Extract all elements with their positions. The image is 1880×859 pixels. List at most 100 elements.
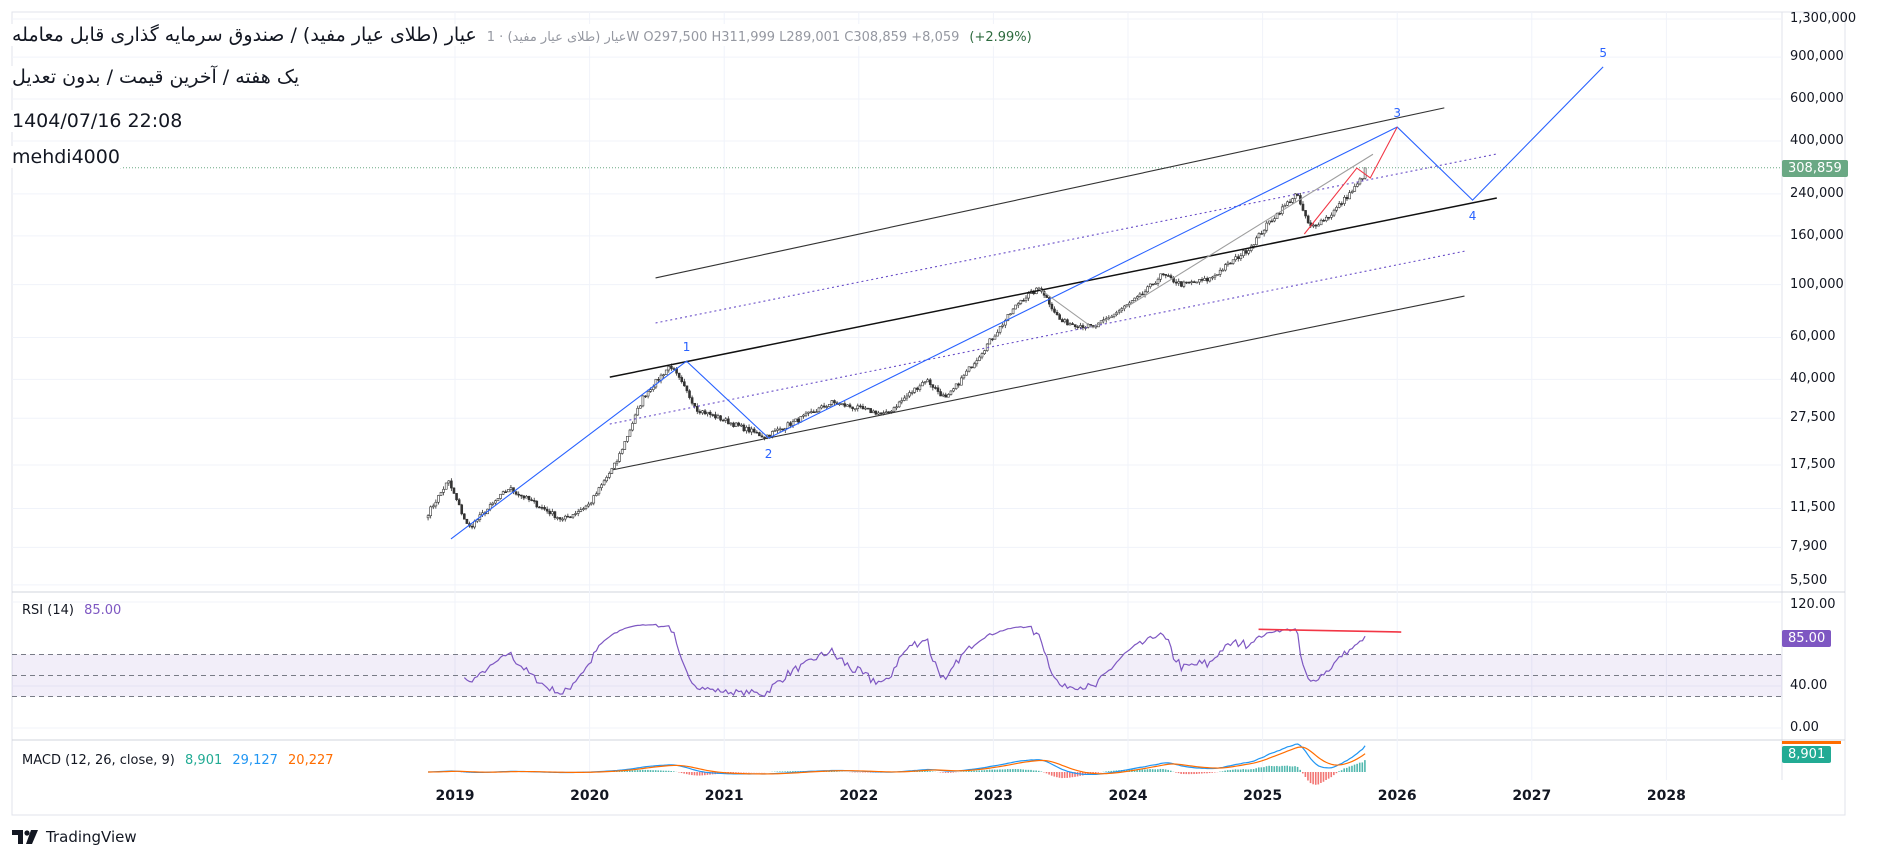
- time-tick-2020: 2020: [570, 788, 610, 804]
- candle: [1257, 233, 1261, 239]
- candle: [913, 387, 917, 393]
- candle: [1133, 297, 1137, 301]
- candle: [954, 383, 958, 390]
- macd-histogram-bar: [1022, 769, 1025, 772]
- price-tick: 60,000: [1790, 329, 1836, 345]
- macd-histogram-bar: [1019, 769, 1022, 772]
- candle: [1001, 324, 1005, 327]
- candle: [903, 397, 906, 401]
- candle: [905, 395, 909, 399]
- candle: [1332, 209, 1336, 216]
- time-tick-2022: 2022: [839, 788, 879, 804]
- candle: [465, 518, 469, 524]
- macd-histogram-bar: [1299, 769, 1301, 772]
- macd-histogram-bar: [952, 772, 955, 773]
- macd-histogram-bar: [1364, 760, 1366, 772]
- candle: [838, 403, 841, 405]
- macd-histogram-bar: [1314, 772, 1317, 785]
- macd-histogram-bar: [623, 770, 626, 772]
- macd-histogram-bar: [1097, 772, 1100, 773]
- macd-histogram-bar: [1330, 772, 1333, 778]
- candle: [1205, 278, 1209, 282]
- macd-histogram-bar: [1224, 770, 1226, 772]
- candle: [972, 363, 976, 369]
- macd-histogram-bar: [735, 772, 737, 773]
- macd-hist-value: 8,901: [185, 753, 223, 768]
- candle: [1236, 256, 1240, 259]
- candle: [1319, 219, 1323, 226]
- macd-histogram-bar: [1361, 762, 1364, 772]
- macd-histogram-bar: [1169, 770, 1172, 772]
- candle: [1221, 269, 1225, 272]
- candle: [1203, 278, 1206, 281]
- candle: [519, 494, 523, 497]
- candle: [1283, 205, 1287, 208]
- candle: [1128, 302, 1131, 305]
- macd-histogram-bar: [1296, 766, 1299, 772]
- macd-histogram-bar: [1048, 772, 1050, 775]
- candle: [685, 385, 689, 392]
- candle: [548, 510, 552, 515]
- macd-histogram-bar: [996, 769, 999, 772]
- candle: [670, 365, 673, 369]
- candle: [690, 397, 694, 404]
- candle: [931, 384, 935, 388]
- macd-histogram-bar: [869, 772, 872, 773]
- candle: [1050, 303, 1054, 310]
- channel-middle-line: [609, 197, 1497, 378]
- price-tick: 17,500: [1790, 457, 1836, 473]
- candle: [1011, 308, 1015, 315]
- candle: [527, 495, 531, 501]
- macd-histogram-bar: [626, 770, 628, 772]
- macd-histogram-bar: [652, 770, 654, 772]
- macd-histogram-bar: [1113, 770, 1115, 772]
- candle: [582, 508, 585, 510]
- candle: [1180, 281, 1183, 287]
- candle: [553, 511, 557, 518]
- macd-histogram-bar: [1056, 772, 1058, 778]
- candle: [1335, 207, 1338, 211]
- candle: [667, 365, 671, 371]
- macd-histogram-bar: [1234, 769, 1237, 772]
- macd-label: MACD (12, 26, close, 9): [22, 753, 175, 768]
- candle: [952, 388, 955, 392]
- candle: [1358, 178, 1362, 185]
- candle: [1151, 283, 1155, 286]
- candle: [1009, 313, 1012, 316]
- macd-histogram-bar: [634, 770, 636, 772]
- macd-histogram-bar: [660, 770, 662, 772]
- macd-histogram-bar: [792, 771, 794, 772]
- macd-histogram-bar: [1257, 767, 1260, 772]
- candle: [1293, 193, 1297, 199]
- macd-histogram-bar: [1301, 772, 1304, 774]
- candle: [773, 430, 777, 432]
- macd-histogram-bar: [1188, 772, 1190, 775]
- candle: [970, 366, 973, 369]
- candle: [776, 428, 779, 431]
- candle: [732, 422, 735, 427]
- candle: [1198, 279, 1201, 283]
- candle: [820, 405, 823, 409]
- candle: [941, 394, 945, 397]
- macd-histogram-bar: [1061, 772, 1063, 779]
- macd-histogram-bar: [685, 772, 688, 775]
- candle: [600, 484, 603, 488]
- candle: [877, 412, 880, 415]
- macd-histogram-bar: [929, 771, 931, 772]
- macd-histogram-bar: [794, 771, 797, 772]
- macd-histogram-bar: [683, 772, 685, 774]
- candle: [1019, 299, 1023, 304]
- candle: [693, 402, 696, 407]
- candle: [1159, 273, 1162, 280]
- candle: [644, 395, 647, 398]
- tradingview-logo[interactable]: TradingView: [12, 828, 137, 846]
- macd-histogram-bar: [1353, 764, 1356, 772]
- candle: [450, 480, 453, 489]
- macd-histogram-bar: [1268, 765, 1270, 772]
- ohlc-readout: عیار (طلای عیار مفید) · 1W O297,500 H311…: [486, 30, 960, 45]
- price-tick: 11,500: [1790, 500, 1836, 516]
- macd-histogram-bar: [691, 772, 693, 776]
- candle: [747, 426, 751, 433]
- macd-histogram-bar: [786, 771, 789, 772]
